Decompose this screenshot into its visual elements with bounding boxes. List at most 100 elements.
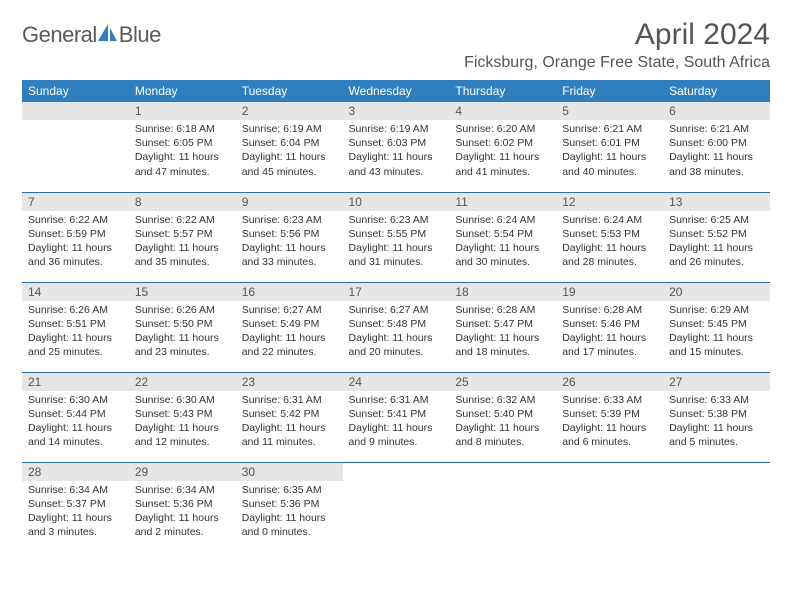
day-number: 17 <box>343 283 450 301</box>
daylight-text-1: Daylight: 11 hours <box>28 421 123 435</box>
daylight-text-1: Daylight: 11 hours <box>242 241 337 255</box>
day-body: Sunrise: 6:19 AMSunset: 6:03 PMDaylight:… <box>343 120 450 185</box>
day-number: 20 <box>663 283 770 301</box>
calendar-row: 28Sunrise: 6:34 AMSunset: 5:37 PMDayligh… <box>22 462 770 552</box>
sunset-text: Sunset: 6:01 PM <box>562 136 657 150</box>
daylight-text-2: and 14 minutes. <box>28 435 123 449</box>
day-cell: 23Sunrise: 6:31 AMSunset: 5:42 PMDayligh… <box>236 372 343 462</box>
day-body: Sunrise: 6:25 AMSunset: 5:52 PMDaylight:… <box>663 211 770 276</box>
sunrise-text: Sunrise: 6:28 AM <box>562 303 657 317</box>
daylight-text-2: and 41 minutes. <box>455 165 550 179</box>
sunrise-text: Sunrise: 6:30 AM <box>135 393 230 407</box>
daylight-text-1: Daylight: 11 hours <box>135 331 230 345</box>
day-number: 18 <box>449 283 556 301</box>
sunset-text: Sunset: 6:02 PM <box>455 136 550 150</box>
daylight-text-2: and 5 minutes. <box>669 435 764 449</box>
sunrise-text: Sunrise: 6:32 AM <box>455 393 550 407</box>
daylight-text-1: Daylight: 11 hours <box>669 150 764 164</box>
logo: General Blue <box>22 22 161 48</box>
logo-text-left: General <box>22 22 97 48</box>
page-title: April 2024 <box>464 18 770 52</box>
daylight-text-1: Daylight: 11 hours <box>135 421 230 435</box>
sunset-text: Sunset: 6:00 PM <box>669 136 764 150</box>
day-cell: 5Sunrise: 6:21 AMSunset: 6:01 PMDaylight… <box>556 102 663 192</box>
daylight-text-1: Daylight: 11 hours <box>349 150 444 164</box>
day-number: 27 <box>663 373 770 391</box>
day-number: 26 <box>556 373 663 391</box>
daylight-text-2: and 45 minutes. <box>242 165 337 179</box>
day-header: Saturday <box>663 80 770 102</box>
day-cell <box>22 102 129 192</box>
logo-text-right: Blue <box>119 22 161 48</box>
daylight-text-1: Daylight: 11 hours <box>562 421 657 435</box>
daylight-text-1: Daylight: 11 hours <box>28 241 123 255</box>
sunset-text: Sunset: 5:49 PM <box>242 317 337 331</box>
day-cell: 3Sunrise: 6:19 AMSunset: 6:03 PMDaylight… <box>343 102 450 192</box>
daylight-text-2: and 0 minutes. <box>242 525 337 539</box>
sunrise-text: Sunrise: 6:28 AM <box>455 303 550 317</box>
daylight-text-2: and 43 minutes. <box>349 165 444 179</box>
sunrise-text: Sunrise: 6:26 AM <box>28 303 123 317</box>
calendar-body: 1Sunrise: 6:18 AMSunset: 6:05 PMDaylight… <box>22 102 770 552</box>
sunset-text: Sunset: 6:04 PM <box>242 136 337 150</box>
day-number: 2 <box>236 102 343 120</box>
day-number: 14 <box>22 283 129 301</box>
sunrise-text: Sunrise: 6:30 AM <box>28 393 123 407</box>
sunrise-text: Sunrise: 6:34 AM <box>28 483 123 497</box>
day-number: 6 <box>663 102 770 120</box>
day-number: 25 <box>449 373 556 391</box>
sunset-text: Sunset: 5:59 PM <box>28 227 123 241</box>
day-cell <box>449 462 556 552</box>
empty-day-header <box>22 102 129 120</box>
daylight-text-2: and 17 minutes. <box>562 345 657 359</box>
sunset-text: Sunset: 5:43 PM <box>135 407 230 421</box>
day-body: Sunrise: 6:33 AMSunset: 5:38 PMDaylight:… <box>663 391 770 456</box>
day-header: Monday <box>129 80 236 102</box>
day-body: Sunrise: 6:19 AMSunset: 6:04 PMDaylight:… <box>236 120 343 185</box>
day-header-row: SundayMondayTuesdayWednesdayThursdayFrid… <box>22 80 770 102</box>
daylight-text-1: Daylight: 11 hours <box>242 331 337 345</box>
day-number: 16 <box>236 283 343 301</box>
day-header: Thursday <box>449 80 556 102</box>
sunrise-text: Sunrise: 6:19 AM <box>349 122 444 136</box>
daylight-text-1: Daylight: 11 hours <box>455 241 550 255</box>
sunset-text: Sunset: 5:57 PM <box>135 227 230 241</box>
daylight-text-2: and 35 minutes. <box>135 255 230 269</box>
sunrise-text: Sunrise: 6:23 AM <box>349 213 444 227</box>
sunset-text: Sunset: 5:50 PM <box>135 317 230 331</box>
sunrise-text: Sunrise: 6:31 AM <box>349 393 444 407</box>
calendar-row: 14Sunrise: 6:26 AMSunset: 5:51 PMDayligh… <box>22 282 770 372</box>
daylight-text-1: Daylight: 11 hours <box>562 150 657 164</box>
day-body: Sunrise: 6:23 AMSunset: 5:55 PMDaylight:… <box>343 211 450 276</box>
day-cell: 26Sunrise: 6:33 AMSunset: 5:39 PMDayligh… <box>556 372 663 462</box>
daylight-text-2: and 6 minutes. <box>562 435 657 449</box>
day-body: Sunrise: 6:22 AMSunset: 5:59 PMDaylight:… <box>22 211 129 276</box>
daylight-text-1: Daylight: 11 hours <box>135 150 230 164</box>
day-number: 13 <box>663 193 770 211</box>
sunset-text: Sunset: 5:36 PM <box>135 497 230 511</box>
day-cell: 25Sunrise: 6:32 AMSunset: 5:40 PMDayligh… <box>449 372 556 462</box>
day-body: Sunrise: 6:20 AMSunset: 6:02 PMDaylight:… <box>449 120 556 185</box>
day-cell: 9Sunrise: 6:23 AMSunset: 5:56 PMDaylight… <box>236 192 343 282</box>
day-body: Sunrise: 6:31 AMSunset: 5:42 PMDaylight:… <box>236 391 343 456</box>
day-body: Sunrise: 6:21 AMSunset: 6:00 PMDaylight:… <box>663 120 770 185</box>
sunset-text: Sunset: 5:55 PM <box>349 227 444 241</box>
day-cell: 20Sunrise: 6:29 AMSunset: 5:45 PMDayligh… <box>663 282 770 372</box>
day-cell: 1Sunrise: 6:18 AMSunset: 6:05 PMDaylight… <box>129 102 236 192</box>
day-number: 30 <box>236 463 343 481</box>
daylight-text-2: and 33 minutes. <box>242 255 337 269</box>
sunset-text: Sunset: 5:56 PM <box>242 227 337 241</box>
day-body: Sunrise: 6:30 AMSunset: 5:43 PMDaylight:… <box>129 391 236 456</box>
day-number: 11 <box>449 193 556 211</box>
sunset-text: Sunset: 5:40 PM <box>455 407 550 421</box>
daylight-text-1: Daylight: 11 hours <box>28 331 123 345</box>
day-header: Tuesday <box>236 80 343 102</box>
day-cell: 27Sunrise: 6:33 AMSunset: 5:38 PMDayligh… <box>663 372 770 462</box>
calendar-table: SundayMondayTuesdayWednesdayThursdayFrid… <box>22 80 770 552</box>
sunrise-text: Sunrise: 6:35 AM <box>242 483 337 497</box>
daylight-text-1: Daylight: 11 hours <box>349 241 444 255</box>
daylight-text-1: Daylight: 11 hours <box>455 331 550 345</box>
day-number: 1 <box>129 102 236 120</box>
day-cell: 28Sunrise: 6:34 AMSunset: 5:37 PMDayligh… <box>22 462 129 552</box>
sunrise-text: Sunrise: 6:31 AM <box>242 393 337 407</box>
